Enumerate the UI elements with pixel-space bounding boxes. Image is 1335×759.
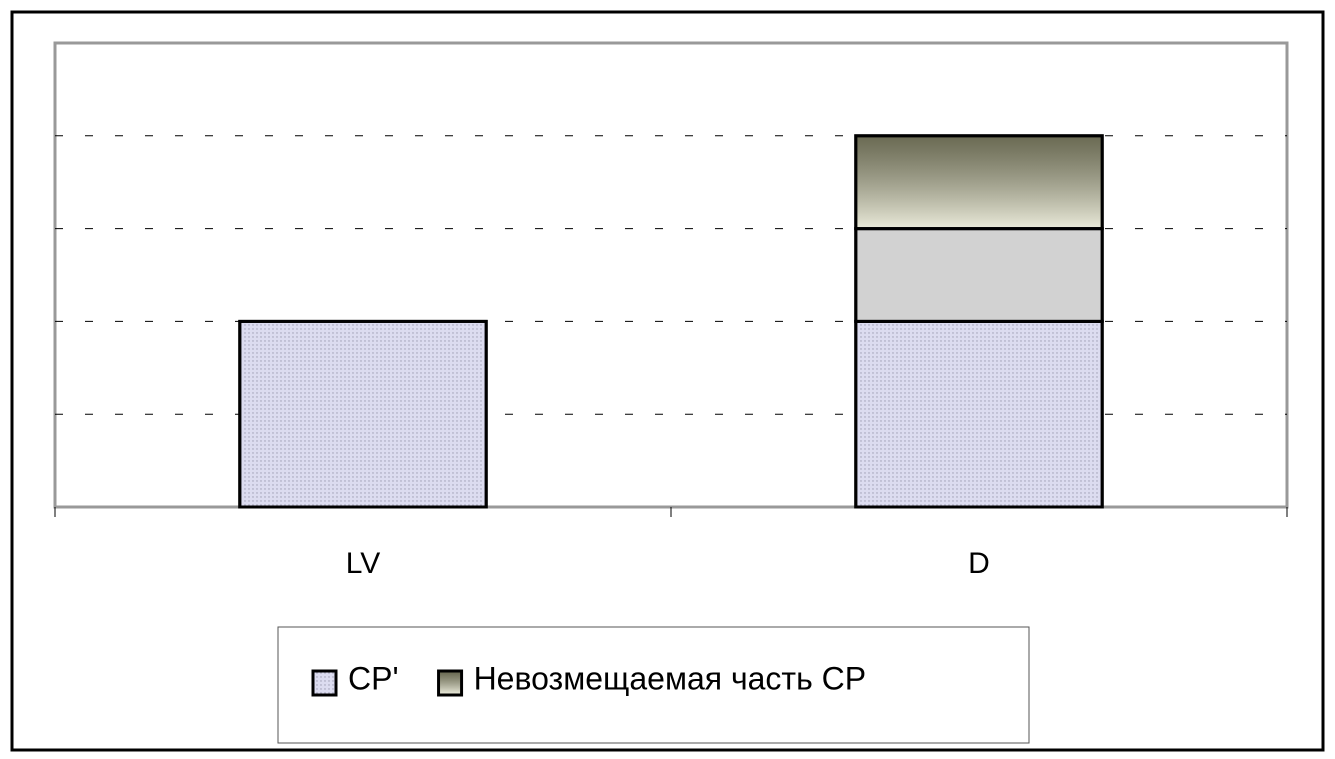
bar-outline	[238, 319, 488, 509]
legend-label: CP'	[348, 660, 399, 696]
legend	[277, 626, 1030, 744]
bar-texture	[241, 322, 485, 506]
bar-texture	[857, 322, 1101, 506]
legend-label: Невозмещаемая часть CP	[474, 660, 867, 696]
bar-outline	[854, 134, 1104, 231]
bar-texture	[440, 672, 461, 694]
bar-texture	[857, 137, 1101, 228]
x-tick-label: D	[968, 547, 990, 580]
bar-texture	[314, 672, 335, 694]
bar	[854, 227, 1104, 323]
x-tick-label: LV	[346, 547, 380, 580]
